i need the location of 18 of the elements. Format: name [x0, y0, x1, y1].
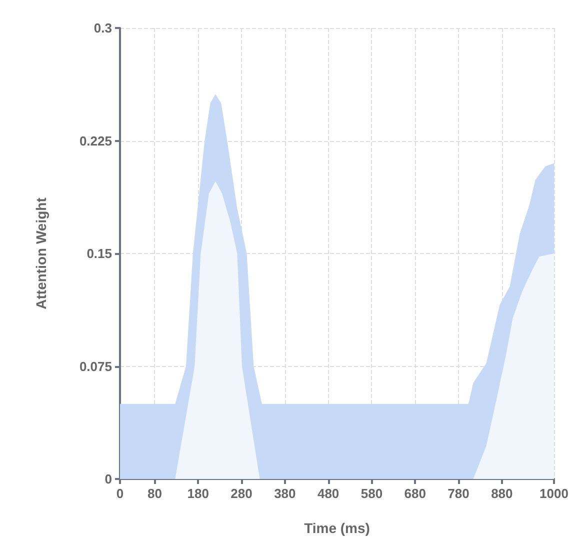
- y-tick-label: 0.3: [94, 20, 112, 36]
- x-tick-label: 580: [360, 486, 383, 501]
- x-tick-label: 180: [187, 486, 209, 501]
- x-tick-label: 80: [147, 486, 162, 501]
- y-tick-label: 0: [104, 472, 112, 486]
- y-axis-title: Attention Weight: [33, 197, 49, 310]
- x-tick-label: 380: [274, 486, 296, 501]
- x-axis-title: Time (ms): [304, 520, 370, 536]
- x-tick-label: 680: [404, 486, 426, 501]
- y-tick-label: 0.15: [86, 246, 112, 261]
- x-tick-label: 880: [491, 486, 513, 501]
- x-tick-label: 480: [317, 486, 340, 501]
- x-tick-label: 780: [448, 486, 470, 501]
- y-tick-label: 0.075: [79, 358, 112, 374]
- y-tick-label: 0.225: [79, 133, 112, 148]
- x-tick-label: 280: [230, 486, 252, 501]
- x-tick-label: 0: [116, 486, 124, 501]
- x-tick-label: 1000: [540, 486, 568, 501]
